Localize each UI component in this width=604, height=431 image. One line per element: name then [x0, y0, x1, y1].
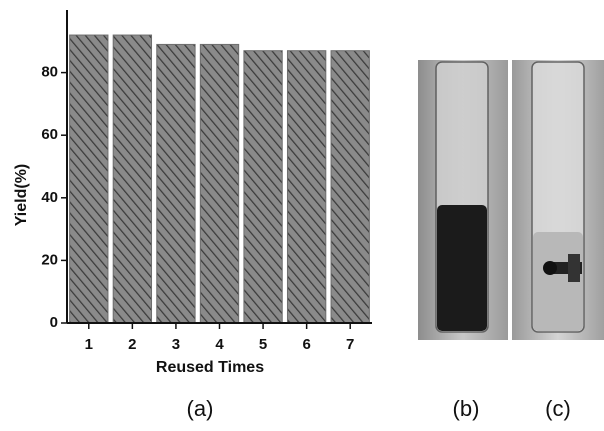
- x-tick-label: 7: [346, 336, 354, 353]
- x-axis-title: Reused Times: [156, 359, 264, 376]
- panel-label: (a): [187, 396, 214, 421]
- y-tick-label: 60: [41, 126, 58, 143]
- bar: [199, 43, 240, 324]
- bar: [69, 34, 109, 324]
- panel-label: (c): [545, 396, 571, 421]
- y-tick-label: 0: [50, 314, 58, 331]
- x-tick-label: 5: [259, 336, 267, 353]
- y-tick-label: 20: [41, 251, 58, 268]
- x-tick-label: 6: [302, 336, 310, 353]
- bar: [330, 50, 370, 324]
- photo-c: [512, 60, 604, 340]
- x-tick-label: 3: [172, 336, 180, 353]
- y-axis-title: Yield(%): [13, 164, 30, 227]
- y-tick-label: 40: [41, 189, 58, 206]
- bar: [112, 34, 153, 324]
- photo-b: [418, 60, 508, 340]
- y-tick-label: 80: [41, 64, 58, 81]
- bar: [286, 50, 327, 324]
- x-tick-label: 4: [215, 336, 224, 353]
- x-tick-label: 2: [128, 336, 136, 353]
- bar: [156, 43, 196, 324]
- x-tick-label: 1: [85, 336, 93, 353]
- bar: [243, 50, 283, 324]
- panel-label: (b): [453, 396, 480, 421]
